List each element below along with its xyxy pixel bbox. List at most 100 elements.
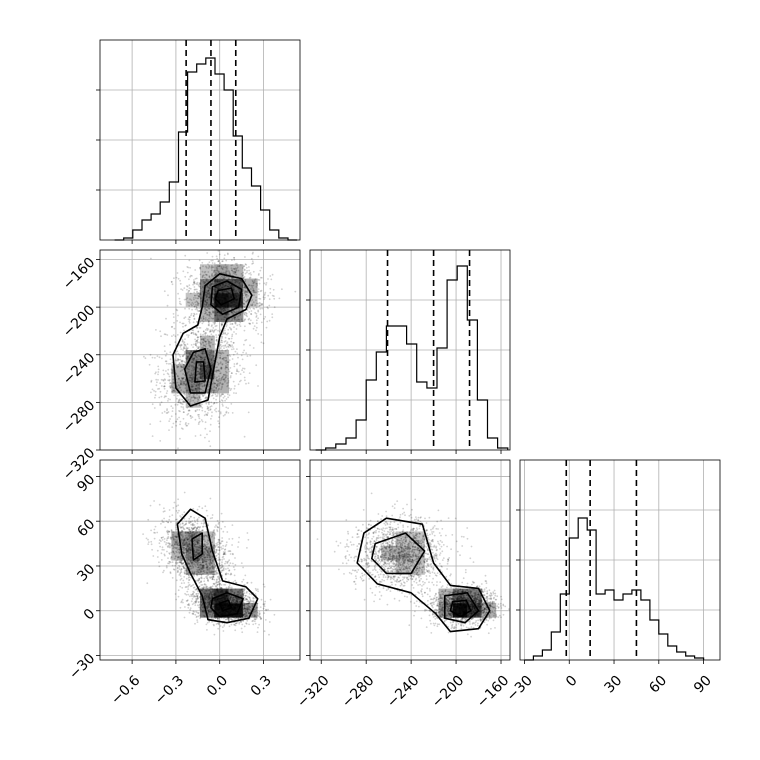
scatter-point [168,515,171,518]
scatter-point [202,395,204,397]
scatter-point [226,291,229,294]
scatter-point [268,621,271,623]
scatter-point [232,596,235,599]
scatter-point [196,359,199,361]
scatter-point [217,285,219,288]
scatter-point [203,306,206,308]
scatter-point [208,440,211,443]
scatter-point [212,266,215,269]
scatter-point [181,338,184,341]
scatter-point [242,274,244,277]
scatter-point [209,559,212,561]
scatter-point [228,283,230,285]
scatter-point [196,390,198,393]
scatter-point [224,309,227,312]
scatter-point [192,321,195,324]
scatter-point [205,274,208,276]
scatter-point [201,368,204,370]
scatter-point [242,271,245,274]
scatter-point [187,555,190,558]
scatter-point [171,386,174,389]
scatter-point [218,377,221,380]
scatter-point [208,335,211,338]
scatter-point [171,283,174,286]
scatter-point [168,378,171,381]
scatter-point [210,349,213,352]
scatter-point [235,292,238,294]
scatter-point [190,515,192,518]
scatter-point [212,351,215,353]
scatter-point [224,316,226,318]
scatter-point [191,361,194,363]
scatter-point [182,417,185,420]
scatter-point [196,367,199,370]
scatter-point [188,377,190,380]
scatter-point [215,266,218,269]
scatter-point [175,373,178,376]
scatter-point [208,296,210,299]
scatter-point [232,581,235,583]
scatter-point [198,341,201,344]
scatter-point [186,414,189,416]
scatter-point [258,301,261,304]
scatter-point [195,342,197,345]
scatter-point [178,344,181,346]
scatter-point [241,285,244,287]
scatter-point [192,372,195,374]
scatter-point [234,588,237,591]
scatter-point [197,353,200,356]
scatter-point [183,343,186,346]
scatter-point [217,250,220,252]
scatter-point [222,292,225,295]
scatter-point [241,275,244,277]
scatter-point [234,311,237,314]
scatter-point [232,288,235,291]
scatter-point [221,351,224,354]
scatter-point [188,322,191,324]
scatter-point [204,592,207,594]
scatter-point [249,322,251,325]
scatter-point [204,345,207,348]
scatter-point [196,619,199,621]
scatter-point [206,376,209,379]
scatter-point [225,365,227,367]
scatter-point [215,286,218,289]
scatter-point [223,356,225,359]
scatter-point [243,367,246,370]
scatter-point [185,357,187,360]
scatter-point [209,312,211,315]
scatter-point [218,299,221,301]
scatter-point [251,613,254,615]
scatter-point [188,583,191,586]
scatter-point [199,273,202,276]
scatter-point [200,376,203,379]
scatter-point [235,602,238,605]
scatter-point [196,341,199,344]
scatter-point [185,349,188,352]
scatter-point [231,301,234,304]
scatter-point [194,288,197,291]
scatter-point [198,383,201,385]
scatter-point [250,313,252,315]
scatter-point [213,297,216,299]
scatter-point [154,390,157,393]
scatter-point [181,360,184,363]
scatter-point [236,298,239,301]
scatter-point [224,299,227,302]
scatter-point [265,283,267,286]
scatter-point [228,271,231,273]
scatter-point [225,270,227,273]
scatter-point [205,402,208,405]
scatter-point [216,361,219,364]
scatter-point [257,302,260,305]
scatter-point [176,394,179,397]
scatter-point [208,296,211,298]
scatter-point [185,383,188,386]
scatter-point [154,394,157,397]
scatter-point [192,333,195,335]
scatter-point [226,595,229,598]
scatter-point [235,311,238,313]
scatter-point [214,286,216,289]
scatter-point [239,616,242,619]
scatter-point [189,415,192,417]
